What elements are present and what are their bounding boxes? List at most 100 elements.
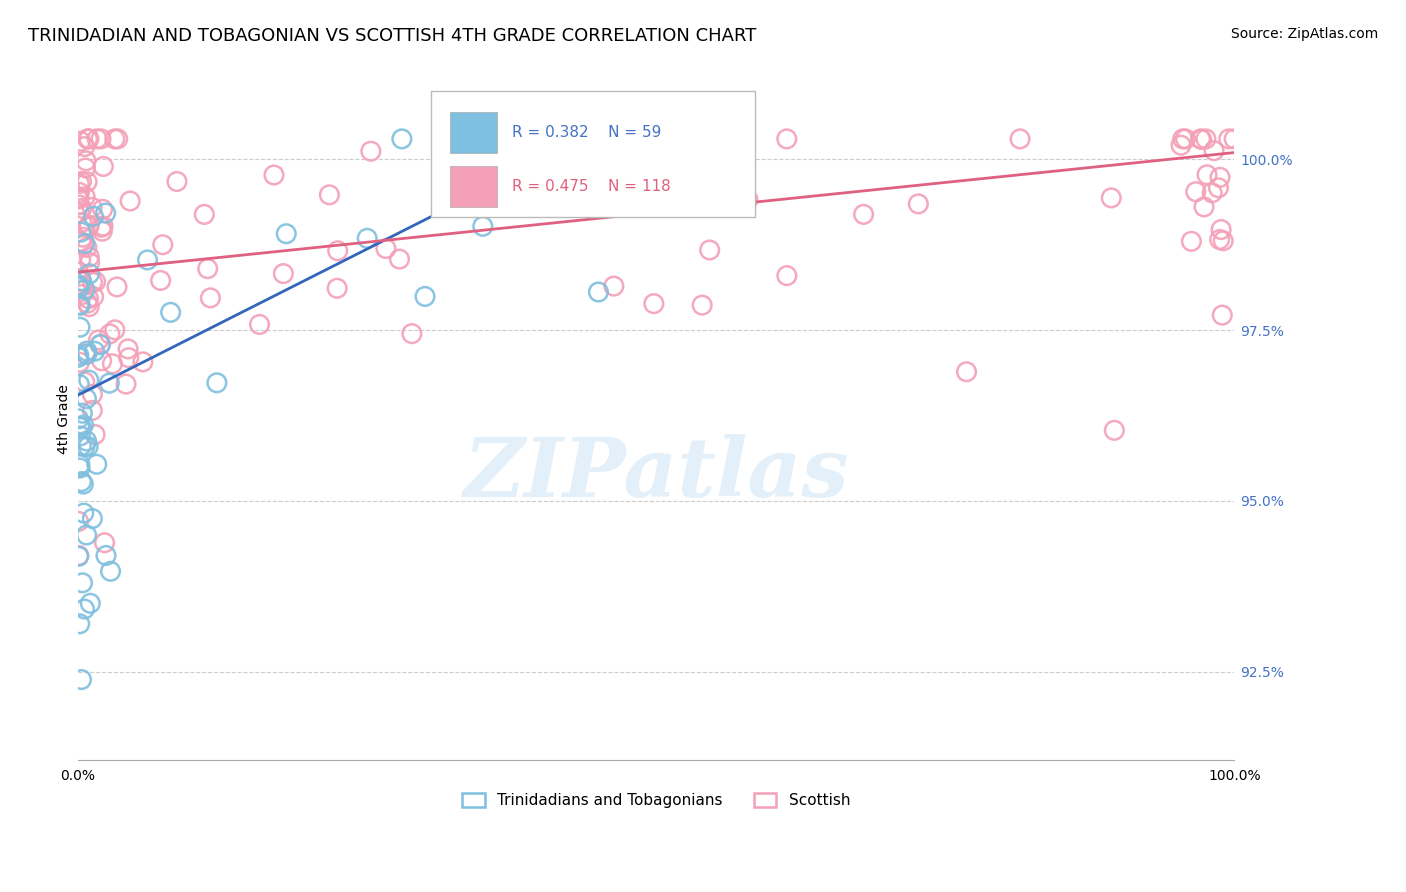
Point: [70, 201, 93, 215]
Point: [83, 290, 105, 304]
Point: [70, 275, 93, 289]
Point: [82, 275, 104, 289]
Point: [1201, 186, 1223, 200]
Point: [1191, 132, 1213, 146]
Point: [91, 202, 114, 217]
FancyBboxPatch shape: [450, 166, 496, 207]
Point: [76, 347, 98, 361]
Point: [1208, 181, 1230, 195]
Point: [249, 318, 271, 332]
Text: TRINIDADIAN AND TOBAGONIAN VS SCOTTISH 4TH GRADE CORRELATION CHART: TRINIDADIAN AND TOBAGONIAN VS SCOTTISH 4…: [28, 27, 756, 45]
Point: [101, 357, 124, 371]
Point: [84, 427, 107, 442]
Point: [132, 355, 155, 369]
Point: [67, 192, 90, 206]
Point: [75, 153, 97, 168]
Point: [1174, 132, 1197, 146]
Point: [530, 197, 553, 211]
Point: [75, 190, 97, 204]
Point: [388, 252, 411, 266]
Point: [149, 273, 172, 287]
Point: [67, 549, 90, 563]
Point: [67, 278, 90, 293]
Point: [776, 132, 799, 146]
Point: [89, 337, 111, 351]
Point: [70, 673, 93, 687]
Point: [77, 373, 100, 387]
Point: [75, 392, 97, 406]
Point: [326, 281, 349, 295]
Point: [69, 420, 91, 434]
Point: [1195, 132, 1218, 146]
FancyBboxPatch shape: [430, 91, 755, 218]
Text: R = 0.382    N = 59: R = 0.382 N = 59: [512, 125, 661, 139]
Legend: Trinidadians and Tobagonians, Scottish: Trinidadians and Tobagonians, Scottish: [456, 787, 856, 814]
Point: [72, 406, 94, 420]
Point: [76, 296, 98, 310]
Point: [67, 412, 90, 426]
Point: [120, 194, 142, 208]
Point: [67, 377, 90, 392]
Point: [200, 291, 222, 305]
Point: [69, 205, 91, 219]
Point: [737, 193, 759, 207]
Point: [70, 215, 93, 229]
Point: [67, 177, 90, 191]
Point: [87, 333, 110, 347]
Point: [1171, 132, 1194, 146]
Point: [374, 242, 396, 256]
Point: [70, 475, 93, 489]
Point: [89, 338, 111, 352]
Point: [72, 278, 94, 293]
Point: [86, 132, 108, 146]
Point: [117, 342, 139, 356]
Point: [90, 353, 112, 368]
Point: [1209, 170, 1232, 185]
Point: [67, 348, 90, 362]
Point: [69, 429, 91, 443]
Point: [360, 145, 382, 159]
Point: [67, 198, 90, 212]
Point: [693, 185, 716, 199]
Point: [776, 268, 799, 283]
Point: [105, 280, 128, 294]
Point: [86, 457, 108, 471]
Point: [73, 139, 96, 153]
Text: R = 0.475    N = 118: R = 0.475 N = 118: [512, 179, 671, 194]
Point: [76, 175, 98, 189]
Point: [79, 267, 101, 281]
Point: [326, 244, 349, 258]
Point: [93, 535, 115, 549]
Point: [1104, 423, 1126, 437]
Text: ZIPatlas: ZIPatlas: [464, 434, 849, 514]
Point: [1212, 234, 1234, 248]
Point: [76, 434, 98, 448]
Point: [75, 347, 97, 361]
Point: [67, 265, 90, 279]
Point: [73, 283, 96, 297]
Point: [75, 161, 97, 175]
Text: Source: ZipAtlas.com: Source: ZipAtlas.com: [1230, 27, 1378, 41]
Point: [94, 206, 117, 220]
Point: [76, 240, 98, 254]
Point: [76, 528, 98, 542]
Point: [318, 187, 340, 202]
Point: [70, 274, 93, 288]
Point: [79, 250, 101, 264]
Point: [602, 162, 624, 177]
Point: [413, 289, 436, 303]
Point: [107, 132, 129, 146]
Point: [69, 298, 91, 312]
Point: [67, 351, 90, 365]
Point: [118, 351, 141, 365]
Point: [91, 219, 114, 233]
Point: [79, 255, 101, 269]
Point: [70, 439, 93, 453]
Point: [82, 403, 104, 417]
Point: [1008, 132, 1031, 146]
Point: [1180, 235, 1202, 249]
Point: [193, 207, 215, 221]
Point: [115, 377, 138, 392]
Point: [77, 220, 100, 235]
Point: [69, 281, 91, 295]
